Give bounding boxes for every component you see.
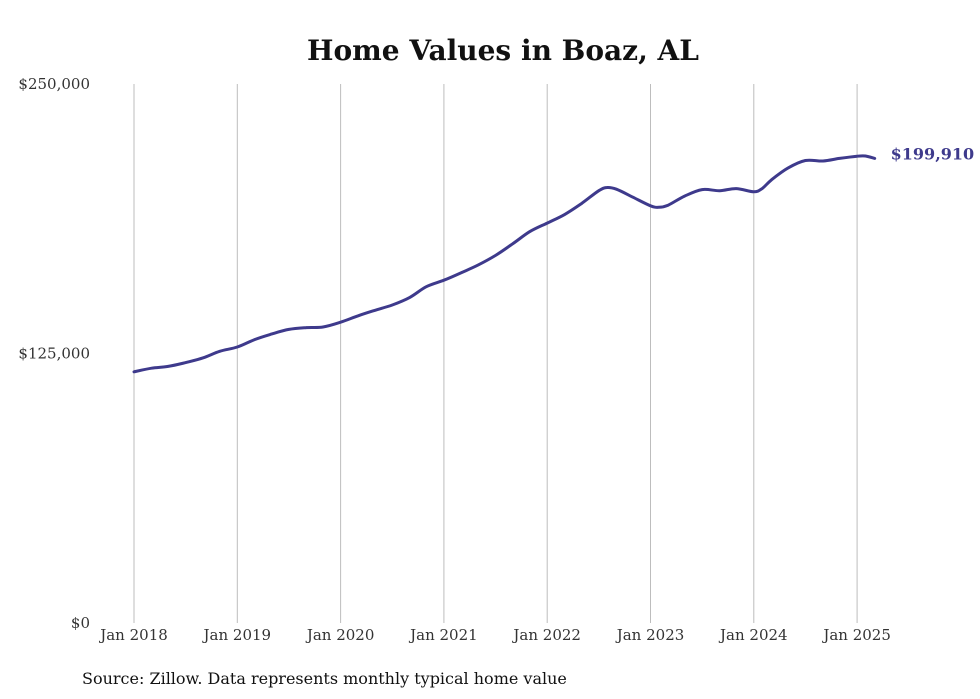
data-point-0-19	[460, 271, 463, 274]
data-point-0-16	[408, 296, 411, 299]
data-point-0-2	[166, 365, 170, 368]
data-point-0-36	[718, 189, 721, 192]
x-tick-label-2: Jan 2020	[305, 626, 375, 644]
series-line-0	[132, 154, 877, 374]
y-tick-label-1: $125,000	[18, 345, 90, 363]
data-point-0-42	[804, 159, 807, 162]
data-point-0-31	[649, 204, 652, 207]
data-point-0-45	[855, 155, 859, 158]
data-point-0-39	[760, 187, 764, 190]
data-point-0-5	[218, 350, 221, 353]
data-point-0-4	[202, 356, 205, 359]
data-point-0-8	[270, 332, 273, 336]
data-point-0-9	[287, 328, 291, 331]
data-point-0-33	[666, 204, 670, 207]
data-point-0-28	[605, 186, 609, 189]
data-point-0-7	[253, 338, 257, 341]
data-point-0-34	[683, 194, 686, 198]
y-tick-label-2: $250,000	[18, 75, 90, 93]
grid-lines	[133, 84, 858, 623]
data-point-0-23	[528, 230, 531, 233]
data-point-0-0	[132, 370, 136, 373]
data-point-0-35	[700, 188, 704, 191]
data-point-0-13	[357, 314, 360, 317]
data-point-0-12	[339, 321, 342, 324]
data-point-0-24	[546, 221, 549, 225]
data-point-0-18	[442, 279, 446, 282]
data-point-0-20	[476, 263, 480, 267]
data-point-0-6	[236, 345, 239, 349]
data-point-0-27	[597, 189, 600, 192]
data-point-0-30	[631, 196, 635, 199]
y-axis-ticks: $0 $125,000 $250,000	[18, 75, 90, 632]
data-point-0-44	[838, 157, 841, 160]
x-tick-label-7: Jan 2025	[821, 626, 891, 644]
data-point-0-29	[615, 188, 618, 191]
x-tick-label-6: Jan 2024	[718, 626, 788, 644]
data-point-0-15	[391, 303, 394, 307]
y-tick-label-0: $0	[71, 614, 90, 632]
data-point-0-43	[821, 159, 825, 163]
x-tick-label-0: Jan 2018	[98, 626, 168, 644]
data-point-0-25	[563, 213, 566, 216]
x-tick-label-4: Jan 2022	[511, 626, 581, 644]
data-point-0-3	[184, 361, 187, 364]
data-point-0-22	[511, 242, 515, 245]
end-value-label: $199,910	[891, 144, 975, 163]
data-point-0-11	[321, 325, 325, 329]
data-point-0-47	[873, 157, 876, 160]
series-layer: $199,910	[132, 144, 975, 374]
data-point-0-21	[494, 254, 497, 257]
x-tick-label-5: Jan 2023	[615, 626, 685, 644]
data-point-0-40	[770, 178, 773, 182]
data-point-0-46	[864, 154, 867, 158]
data-point-0-14	[373, 309, 376, 312]
x-tick-label-1: Jan 2019	[202, 626, 272, 644]
data-point-0-26	[580, 202, 583, 205]
data-point-0-10	[305, 326, 308, 329]
data-point-0-41	[786, 166, 790, 170]
source-note: Source: Zillow. Data represents monthly …	[82, 669, 567, 688]
chart-title: Home Values in Boaz, AL	[307, 34, 699, 67]
x-axis-ticks: Jan 2018 Jan 2019 Jan 2020 Jan 2021 Jan 2022…	[98, 626, 891, 644]
x-tick-label-3: Jan 2021	[408, 626, 478, 644]
data-point-0-17	[425, 285, 428, 288]
data-point-0-32	[657, 206, 660, 209]
data-point-0-37	[735, 187, 738, 190]
data-point-0-1	[150, 367, 153, 370]
data-point-0-38	[752, 190, 755, 193]
